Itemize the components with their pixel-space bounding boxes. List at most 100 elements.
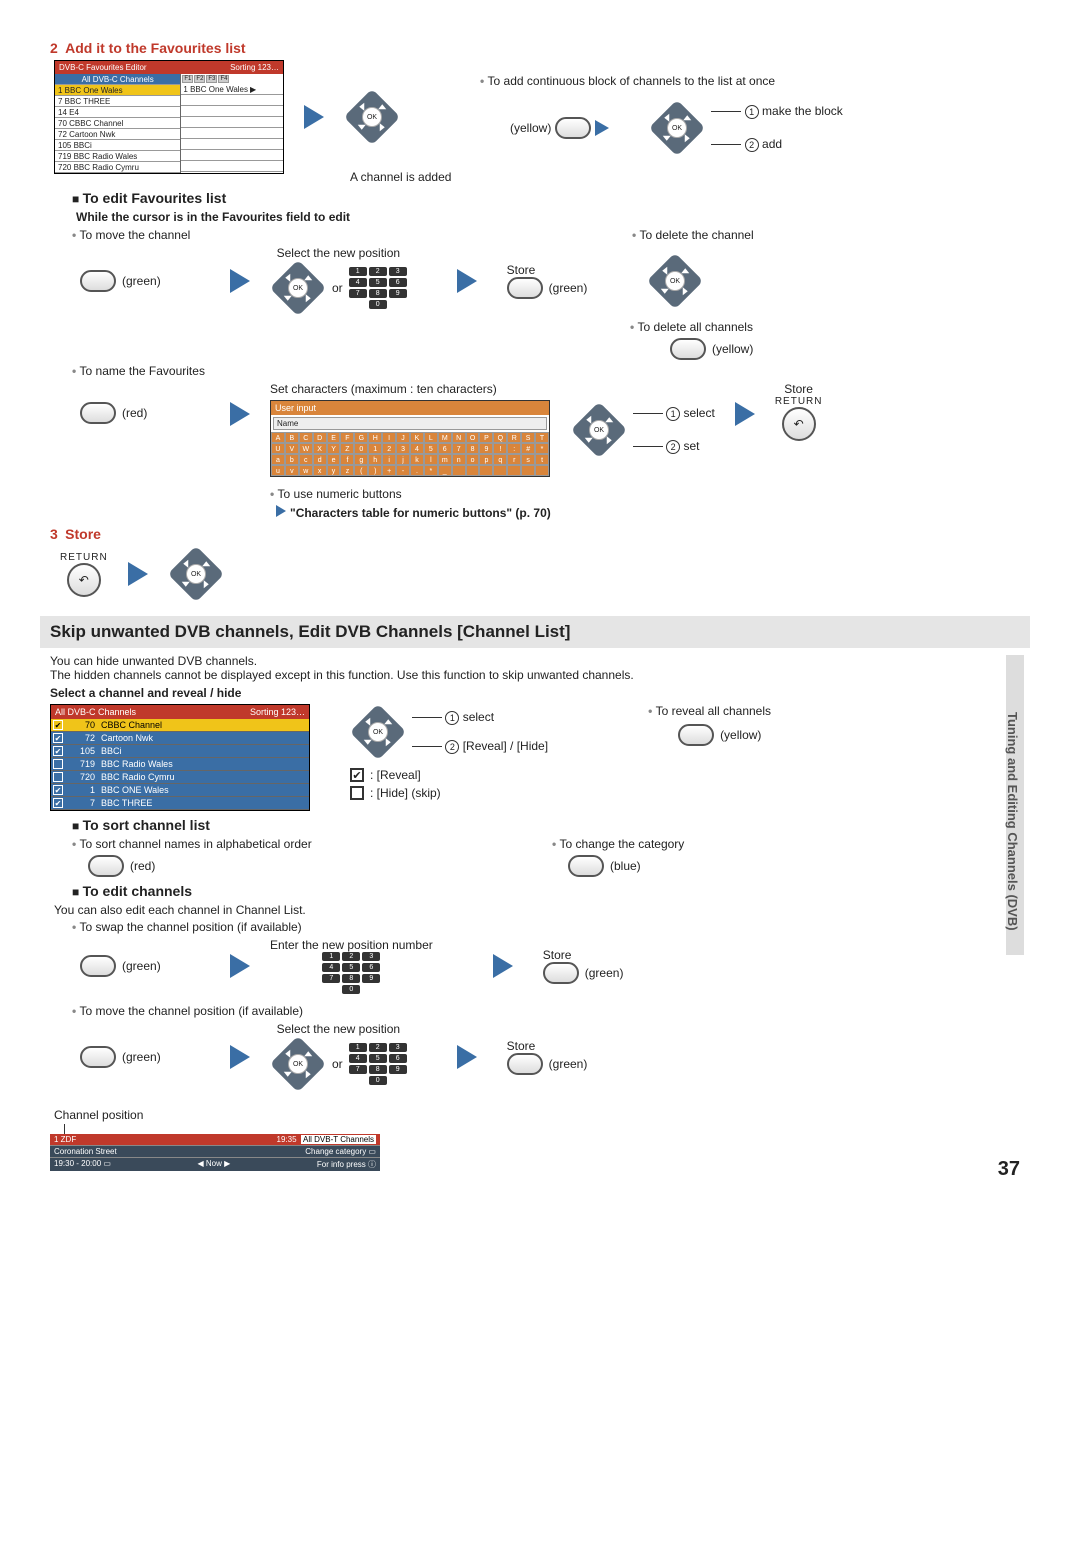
edit-channels-heading: To edit channels: [72, 883, 970, 899]
select-position-label: Select the new position: [277, 246, 400, 260]
char-grid-box: User input Name ABCDEFGHIJKLMNOPQRSTUVWX…: [270, 400, 550, 477]
arrow-icon: [595, 120, 609, 136]
arrow-icon: [230, 269, 250, 293]
step-2-number: 2: [50, 40, 58, 56]
red-label: (red): [130, 859, 155, 873]
numeric-keypad-icon: 123 456 789 0: [349, 267, 407, 309]
edit-fav-heading: To edit Favourites list: [72, 190, 970, 206]
green-button-icon: [80, 270, 116, 292]
editor-row: 720 BBC Radio Cymru: [55, 162, 180, 173]
ok-pad-icon: OK: [168, 546, 224, 602]
red-label: (red): [122, 406, 147, 420]
yellow-label: (yellow): [510, 121, 551, 135]
store-label: Store: [543, 948, 624, 962]
reveal-hide-label: [Reveal] / [Hide]: [463, 739, 548, 753]
blue-button-icon: [568, 855, 604, 877]
sort-alpha-text: To sort channel names in alphabetical or…: [72, 837, 532, 851]
arrow-icon: [230, 954, 250, 978]
green-button-icon: [507, 1053, 543, 1075]
while-cursor-text: While the cursor is in the Favourites fi…: [76, 210, 970, 224]
select-reveal-heading: Select a channel and reveal / hide: [50, 686, 970, 700]
add-label: add: [762, 137, 782, 151]
circled-2-icon: 2: [445, 740, 459, 754]
step-3-number: 3: [50, 526, 58, 542]
fav-row: 1 BBC One Wales▶: [181, 84, 283, 95]
ok-pad-icon: OK: [350, 704, 406, 760]
select-label: select: [463, 710, 494, 724]
green-label: (green): [122, 959, 161, 973]
arrow-icon: [735, 402, 755, 426]
swap-position-text: To swap the channel position (if availab…: [72, 920, 302, 934]
enter-position-label: Enter the new position number: [270, 938, 433, 952]
ok-pad-icon: OK: [270, 260, 326, 316]
arrow-icon: [128, 562, 148, 586]
return-button-icon: ↶: [67, 563, 101, 597]
editor-row: 7 BBC THREE: [55, 96, 180, 107]
make-block-label: make the block: [762, 104, 843, 118]
blue-label: (blue): [610, 859, 641, 873]
move-channel-text: To move the channel: [72, 228, 612, 242]
select-position-label: Select the new position: [277, 1022, 400, 1036]
delete-channel-text: To delete the channel: [632, 228, 754, 242]
arrow-icon: [304, 105, 324, 129]
green-label: (green): [122, 1050, 161, 1064]
edit-channels-p1: You can also edit each channel in Channe…: [54, 903, 970, 917]
hide-legend: : [Hide] (skip): [370, 786, 441, 800]
editor-row: 72 Cartoon Nwk: [55, 129, 180, 140]
use-numeric-text: To use numeric buttons: [270, 487, 551, 501]
select-label: select: [683, 406, 714, 420]
numeric-keypad-icon: 123 456 789 0: [349, 1043, 407, 1085]
yellow-button-icon: [670, 338, 706, 360]
section-title-vertical: Tuning and Editing Channels (DVB): [1005, 712, 1020, 931]
fav-tabs: F1F2F3F4: [181, 74, 283, 84]
change-category-text: To change the category: [552, 837, 684, 851]
yellow-button-icon: [678, 724, 714, 746]
yellow-button-icon: [555, 117, 591, 139]
circled-1-icon: 1: [445, 711, 459, 725]
circled-1-icon: 1: [666, 407, 680, 421]
set-chars-label: Set characters (maximum : ten characters…: [270, 382, 551, 396]
green-label: (green): [549, 281, 588, 295]
store-label: Store: [507, 263, 588, 277]
sort-heading: To sort channel list: [72, 817, 970, 833]
editor-sort: Sorting 123…: [230, 63, 279, 72]
ok-pad-icon: OK: [344, 89, 400, 145]
red-button-icon: [88, 855, 124, 877]
yellow-label: (yellow): [712, 342, 753, 356]
numeric-keypad-icon: 123 456 789 0: [322, 952, 380, 994]
arrow-icon: [230, 402, 250, 426]
green-label: (green): [549, 1057, 588, 1071]
green-label: (green): [585, 966, 624, 980]
favourites-editor: DVB-C Favourites Editor Sorting 123… All…: [54, 60, 284, 174]
circled-2-icon: 2: [666, 440, 680, 454]
name-field-label: Name: [273, 417, 547, 430]
store-label: Store: [784, 382, 813, 396]
move-position-text: To move the channel position (if availab…: [72, 1004, 303, 1018]
skip-heading: Skip unwanted DVB channels, Edit DVB Cha…: [40, 616, 1030, 648]
step-2-title: Add it to the Favourites list: [65, 40, 245, 56]
arrow-icon: [457, 269, 477, 293]
editor-row: 105 BBCi: [55, 140, 180, 151]
page-number: 37: [998, 1158, 1020, 1181]
name-favourites-text: To name the Favourites: [72, 364, 205, 378]
red-button-icon: [80, 402, 116, 424]
checked-icon: [350, 768, 364, 782]
user-input-header: User input: [271, 401, 549, 415]
editor-left-header: All DVB-C Channels: [55, 74, 180, 85]
skip-p1: You can hide unwanted DVB channels.: [50, 654, 970, 668]
arrow-icon: [230, 1045, 250, 1069]
channel-added-text: A channel is added: [350, 170, 970, 184]
or-label: or: [332, 281, 343, 295]
continuous-block-text: To add continuous block of channels to t…: [480, 74, 843, 88]
step-2-header: 2 Add it to the Favourites list: [50, 40, 970, 56]
editor-title: DVB-C Favourites Editor: [59, 63, 147, 72]
green-button-icon: [80, 1046, 116, 1068]
chars-table-ref: "Characters table for numeric buttons" (…: [290, 506, 551, 520]
unchecked-icon: [350, 786, 364, 800]
circled-1-icon: 1: [745, 105, 759, 119]
store-label: Store: [507, 1039, 588, 1053]
info-banner: 1 ZDF19:35 All DVB-T Channels Coronation…: [50, 1134, 380, 1171]
or-label: or: [332, 1057, 343, 1071]
return-button-icon: ↶: [782, 407, 816, 441]
ok-pad-icon: OK: [270, 1036, 326, 1092]
